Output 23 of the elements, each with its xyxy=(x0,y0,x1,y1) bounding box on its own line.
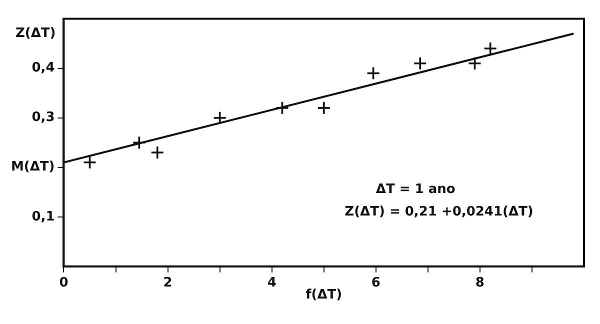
x-tick-label: 2 xyxy=(163,276,172,291)
point xyxy=(316,101,331,115)
y-tick-label: 0,3 xyxy=(32,110,55,126)
point xyxy=(413,56,428,70)
y-axis-title: Z(ΔT) xyxy=(16,26,56,42)
annotation: ΔT = 1 ano xyxy=(376,182,456,198)
point xyxy=(275,101,290,115)
point xyxy=(483,42,498,56)
point xyxy=(468,56,482,70)
x-tick-label: 4 xyxy=(267,276,276,291)
point xyxy=(212,110,227,125)
x-axis-title: f(ΔT) xyxy=(306,287,342,302)
y-tick-label: 0,4 xyxy=(32,60,55,76)
y-tick-label: 0,1 xyxy=(32,209,55,224)
point xyxy=(366,66,380,80)
point xyxy=(150,146,164,160)
x-tick-label: 6 xyxy=(371,276,380,291)
point xyxy=(82,156,97,170)
x-tick-label: 8 xyxy=(475,276,484,291)
x-tick-label: 0 xyxy=(59,276,68,291)
point xyxy=(132,136,146,150)
y-tick-label: M(ΔT) xyxy=(11,160,55,175)
annotation: Z(ΔT) = 0,21 +0,0241(ΔT) xyxy=(344,204,534,220)
